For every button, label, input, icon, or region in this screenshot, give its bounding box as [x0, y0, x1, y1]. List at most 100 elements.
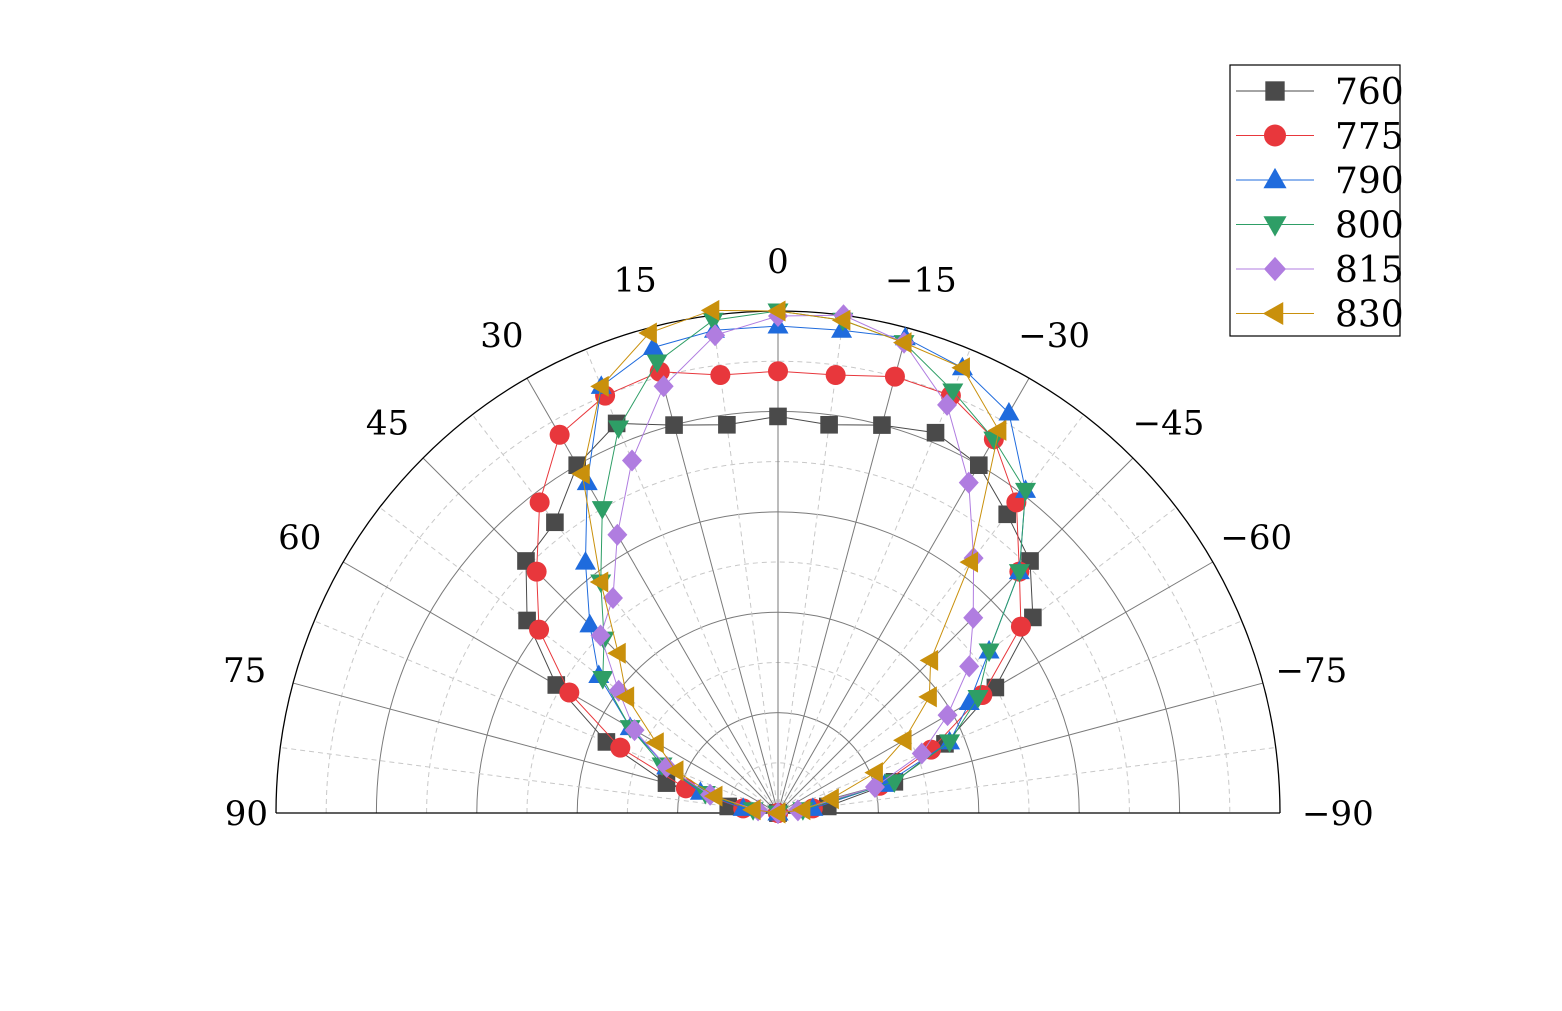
angle-tick-labels: 90 75 60 45 30 15 0 −15 −30 −45 −60 −75 −90 — [223, 242, 1374, 834]
series-830 — [571, 299, 1007, 824]
minor-spoke — [379, 507, 779, 814]
legend-label: 800 — [1335, 206, 1404, 247]
data-point — [705, 324, 726, 347]
data-point — [825, 365, 846, 386]
data-point — [873, 416, 891, 434]
data-point — [589, 571, 609, 593]
data-point — [653, 375, 674, 398]
grid-layer — [275, 310, 1281, 814]
data-point — [864, 776, 885, 799]
data-point — [526, 561, 547, 582]
series-775 — [526, 361, 1031, 823]
legend-label: 830 — [1335, 295, 1404, 336]
data-point — [987, 419, 1007, 441]
data-point — [703, 785, 723, 807]
legend-label: 815 — [1335, 250, 1404, 291]
data-point — [967, 690, 989, 709]
data-point — [590, 375, 609, 397]
data-point — [884, 366, 905, 387]
data-point — [958, 471, 979, 494]
data-point — [1010, 616, 1031, 637]
data-point — [621, 449, 642, 472]
data-point — [791, 799, 811, 821]
data-point — [937, 704, 958, 727]
major-spoke — [526, 378, 779, 814]
angle-tick-label: −60 — [1220, 518, 1292, 558]
data-point — [592, 671, 614, 690]
minor-spoke — [314, 620, 779, 814]
data-point — [549, 424, 570, 445]
data-point — [1008, 564, 1030, 583]
data-point — [638, 322, 657, 344]
data-point — [820, 415, 838, 434]
data-point — [608, 420, 630, 440]
series-layer — [517, 299, 1042, 824]
data-point — [1015, 482, 1037, 502]
data-point — [919, 649, 939, 671]
data-point — [546, 513, 564, 532]
data-point — [769, 407, 787, 426]
data-point — [591, 501, 613, 520]
legend-item: 760 — [1236, 72, 1404, 113]
data-point — [529, 619, 550, 640]
legend-box — [1229, 64, 1401, 337]
angle-tick-label: −75 — [1276, 651, 1348, 691]
data-point — [645, 732, 664, 754]
legend-marker — [1262, 301, 1284, 326]
legend-marker — [1265, 81, 1285, 101]
data-point — [893, 729, 912, 751]
angle-tick-label: 60 — [278, 518, 321, 558]
legend-item: 775 — [1236, 117, 1404, 158]
minor-spoke — [280, 746, 779, 814]
angle-tick-label: −90 — [1302, 794, 1374, 834]
minor-spoke — [777, 746, 1276, 814]
legend-item: 830 — [1236, 295, 1404, 336]
data-point — [718, 415, 736, 434]
data-point — [642, 336, 664, 356]
data-point — [768, 361, 788, 382]
legend-marker — [1263, 167, 1287, 189]
angle-tick-label: 15 — [613, 261, 656, 301]
series-760 — [517, 407, 1042, 822]
data-point — [529, 492, 550, 513]
minor-spoke — [777, 315, 845, 814]
data-point — [951, 357, 970, 379]
series-line — [525, 415, 1034, 814]
data-point — [939, 734, 961, 753]
data-point — [820, 788, 839, 810]
legend-marker — [1263, 216, 1287, 237]
data-point — [559, 682, 580, 703]
data-point — [675, 778, 696, 799]
major-spoke — [777, 327, 909, 814]
minor-spoke — [777, 414, 1084, 814]
data-point — [918, 686, 937, 708]
data-point — [911, 742, 932, 765]
legend-label: 775 — [1335, 117, 1404, 158]
major-spoke — [777, 378, 1030, 814]
data-point — [700, 299, 720, 321]
angle-tick-label: 45 — [366, 404, 409, 444]
data-point — [998, 402, 1020, 421]
minor-ring — [727, 762, 829, 814]
data-point — [590, 624, 611, 647]
minor-spoke — [472, 414, 779, 814]
minor-spoke — [777, 620, 1242, 814]
legend-item: 800 — [1236, 206, 1404, 247]
angle-tick-label: 0 — [767, 242, 789, 282]
data-point — [959, 551, 979, 573]
data-point — [607, 642, 626, 664]
legend-marker — [1264, 256, 1286, 282]
data-point — [607, 523, 628, 546]
data-point — [624, 719, 645, 742]
data-point — [710, 365, 731, 386]
major-spoke — [647, 327, 779, 814]
minor-spoke — [777, 507, 1177, 814]
data-point — [615, 686, 635, 708]
data-point — [767, 300, 786, 322]
legend-item: 815 — [1236, 250, 1404, 291]
angle-tick-label: −30 — [1018, 316, 1090, 356]
data-point — [602, 586, 623, 609]
